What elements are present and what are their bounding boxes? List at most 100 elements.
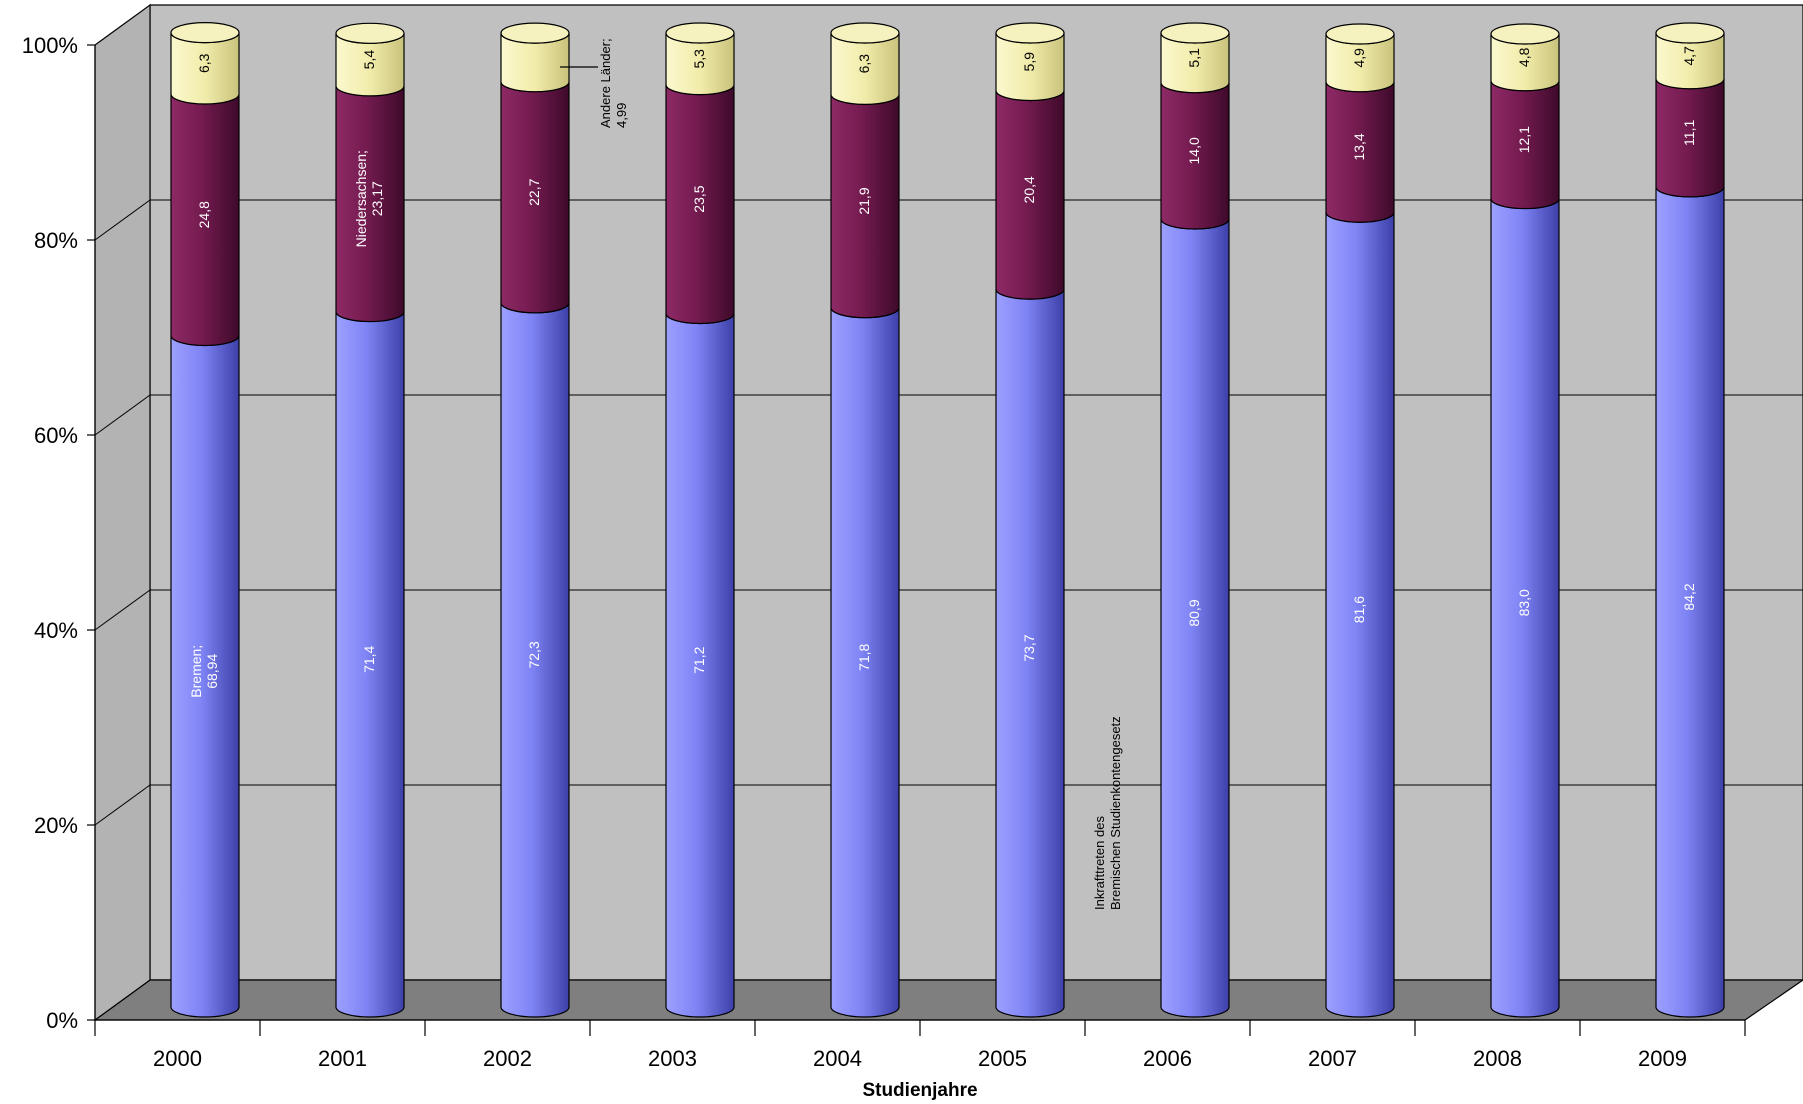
data-label-line: 23,5 — [691, 185, 707, 212]
data-label-niedersachsen: 24,8 — [196, 201, 212, 228]
y-tick-label: 60% — [34, 423, 78, 448]
data-label-line: 6,3 — [196, 53, 212, 73]
bar-top-cap — [500, 22, 570, 44]
data-label-niedersachsen: 20,4 — [1021, 176, 1037, 203]
data-label-bremen: Bremen;68,94 — [188, 645, 220, 698]
data-label-bremen: 83,0 — [1516, 589, 1532, 616]
bar-top-cap — [1160, 22, 1230, 44]
data-label-bremen: 72,3 — [526, 641, 542, 668]
data-label-andere-l-nder: 5,9 — [1021, 52, 1037, 72]
data-label-niedersachsen: Niedersachsen;23,17 — [353, 150, 385, 247]
data-label-bremen: 81,6 — [1351, 596, 1367, 623]
data-label-line: 23,17 — [369, 181, 385, 216]
data-label-line: 68,94 — [204, 654, 220, 689]
data-label-line: 81,6 — [1351, 596, 1367, 623]
data-label-andere-l-nder: 5,1 — [1186, 48, 1202, 68]
bar-stack-2002: 72,3 22,7 — [500, 22, 570, 1018]
annotations: Andere Länder; 4,99 Inkrafttreten des Br… — [560, 35, 1123, 910]
data-label-line: 14,0 — [1186, 137, 1202, 164]
bar-top-cap — [830, 22, 900, 44]
data-label-line: 73,7 — [1021, 634, 1037, 661]
bar-top-cap — [335, 22, 405, 44]
gridline-side — [94, 784, 151, 826]
y-tick-label: 80% — [34, 228, 78, 253]
data-label-line: 6,3 — [856, 54, 872, 74]
data-label-line: 22,7 — [526, 178, 542, 205]
data-label-andere-l-nder: 5,3 — [691, 49, 707, 69]
data-label-niedersachsen: 14,0 — [1186, 137, 1202, 164]
y-tick-label: 0% — [46, 1008, 78, 1033]
bar-stack-2008: 83,0 12,1 4,8 — [1490, 23, 1560, 1018]
bar-stack-2005: 73,7 20,4 5,9 — [995, 22, 1065, 1018]
bar-stack-2006: 80,9 14,0 5,1 — [1160, 22, 1230, 1018]
data-label-andere-l-nder: 4,9 — [1351, 48, 1367, 68]
x-tick-label: 2003 — [648, 1046, 697, 1071]
data-label-niedersachsen: 22,7 — [526, 178, 542, 205]
x-tick-label: 2008 — [1473, 1046, 1522, 1071]
bar-stack-2004: 71,8 21,9 6,3 — [830, 22, 900, 1018]
data-label-line: Bremen; — [188, 645, 204, 698]
bar-top-cap — [995, 22, 1065, 44]
data-label-line: 21,9 — [856, 187, 872, 214]
data-label-line: 4,8 — [1516, 47, 1532, 67]
bar-top-cap — [1325, 23, 1395, 45]
callout-line-2: 4,99 — [614, 103, 629, 128]
bars: Bremen;68,94 24,8 6,3 71,4 Niedersachsen;23,… — [170, 22, 1725, 1018]
x-tick-label: 2000 — [153, 1046, 202, 1071]
bar-stack-2007: 81,6 13,4 4,9 — [1325, 23, 1395, 1018]
y-axis: 0% 20% 40% 60% 80% 100% — [22, 33, 96, 1033]
callout-andere-laender: Andere Länder; 4,99 — [598, 35, 629, 128]
annotation-line-2: Bremischen Studienkontengesetz — [1108, 716, 1123, 910]
y-tick-label: 40% — [34, 618, 78, 643]
bar-top-cap — [1490, 23, 1560, 45]
annotation-line-1: Inkrafttreten des — [1092, 816, 1107, 910]
x-tick-label: 2002 — [483, 1046, 532, 1071]
x-tick-label: 2007 — [1308, 1046, 1357, 1071]
x-tick-label: 2004 — [813, 1046, 862, 1071]
data-label-line: 83,0 — [1516, 589, 1532, 616]
data-label-line: 71,2 — [691, 646, 707, 673]
data-label-bremen: 80,9 — [1186, 599, 1202, 626]
plot-side-wall — [94, 3, 151, 1022]
y-tick-label: 100% — [22, 33, 78, 58]
x-tick-label: 2009 — [1638, 1046, 1687, 1071]
data-label-bremen: 71,8 — [856, 643, 872, 670]
data-label-line: 5,1 — [1186, 48, 1202, 68]
data-label-line: 5,3 — [691, 49, 707, 69]
x-axis-title: Studienjahre — [862, 1080, 977, 1101]
x-axis: 2000 2001 2002 2003 2004 2005 2006 2007 2008 2009 — [94, 1019, 1746, 1071]
data-label-line: 72,3 — [526, 641, 542, 668]
annotation-studienkontengesetz: Inkrafttreten des Bremischen Studienkont… — [1092, 716, 1123, 910]
data-label-niedersachsen: 13,4 — [1351, 133, 1367, 160]
x-tick-label: 2006 — [1143, 1046, 1192, 1071]
gridline-side — [94, 199, 151, 241]
data-label-line: 5,4 — [361, 50, 377, 70]
data-label-bremen: 73,7 — [1021, 634, 1037, 661]
bar-top-cap — [1655, 22, 1725, 44]
x-tick-label: 2001 — [318, 1046, 367, 1071]
data-label-bremen: 71,2 — [691, 646, 707, 673]
data-label-line: 80,9 — [1186, 599, 1202, 626]
y-tick-label: 20% — [34, 813, 78, 838]
data-label-andere-l-nder: 4,8 — [1516, 47, 1532, 67]
data-label-line: 4,9 — [1351, 48, 1367, 68]
bar-stack-2001: 71,4 Niedersachsen;23,17 5,4 — [335, 22, 405, 1018]
data-label-line: 20,4 — [1021, 176, 1037, 203]
data-label-bremen: 71,4 — [361, 645, 377, 672]
data-label-line: 5,9 — [1021, 52, 1037, 72]
data-label-line: 24,8 — [196, 201, 212, 228]
data-label-bremen: 84,2 — [1681, 583, 1697, 610]
data-label-andere-l-nder: 4,7 — [1681, 46, 1697, 66]
x-tick-label: 2005 — [978, 1046, 1027, 1071]
data-label-line: 13,4 — [1351, 133, 1367, 160]
data-label-line: 4,7 — [1681, 46, 1697, 66]
gridline-side — [94, 589, 151, 631]
bar-top-cap — [170, 22, 240, 44]
data-label-andere-l-nder: 6,3 — [196, 53, 212, 73]
data-label-niedersachsen: 23,5 — [691, 185, 707, 212]
gridline-side — [94, 394, 151, 436]
data-label-niedersachsen: 21,9 — [856, 187, 872, 214]
bar-stack-2000: Bremen;68,94 24,8 6,3 — [170, 22, 240, 1018]
data-label-andere-l-nder: 5,4 — [361, 50, 377, 70]
